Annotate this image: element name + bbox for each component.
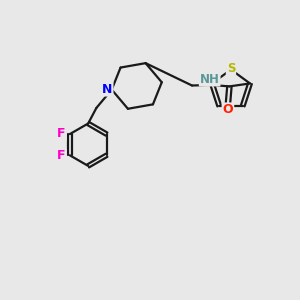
Text: F: F [57, 127, 66, 140]
Text: NH: NH [200, 73, 220, 85]
Text: S: S [227, 61, 235, 75]
Text: N: N [102, 82, 112, 95]
Text: F: F [57, 149, 66, 162]
Text: O: O [223, 103, 233, 116]
